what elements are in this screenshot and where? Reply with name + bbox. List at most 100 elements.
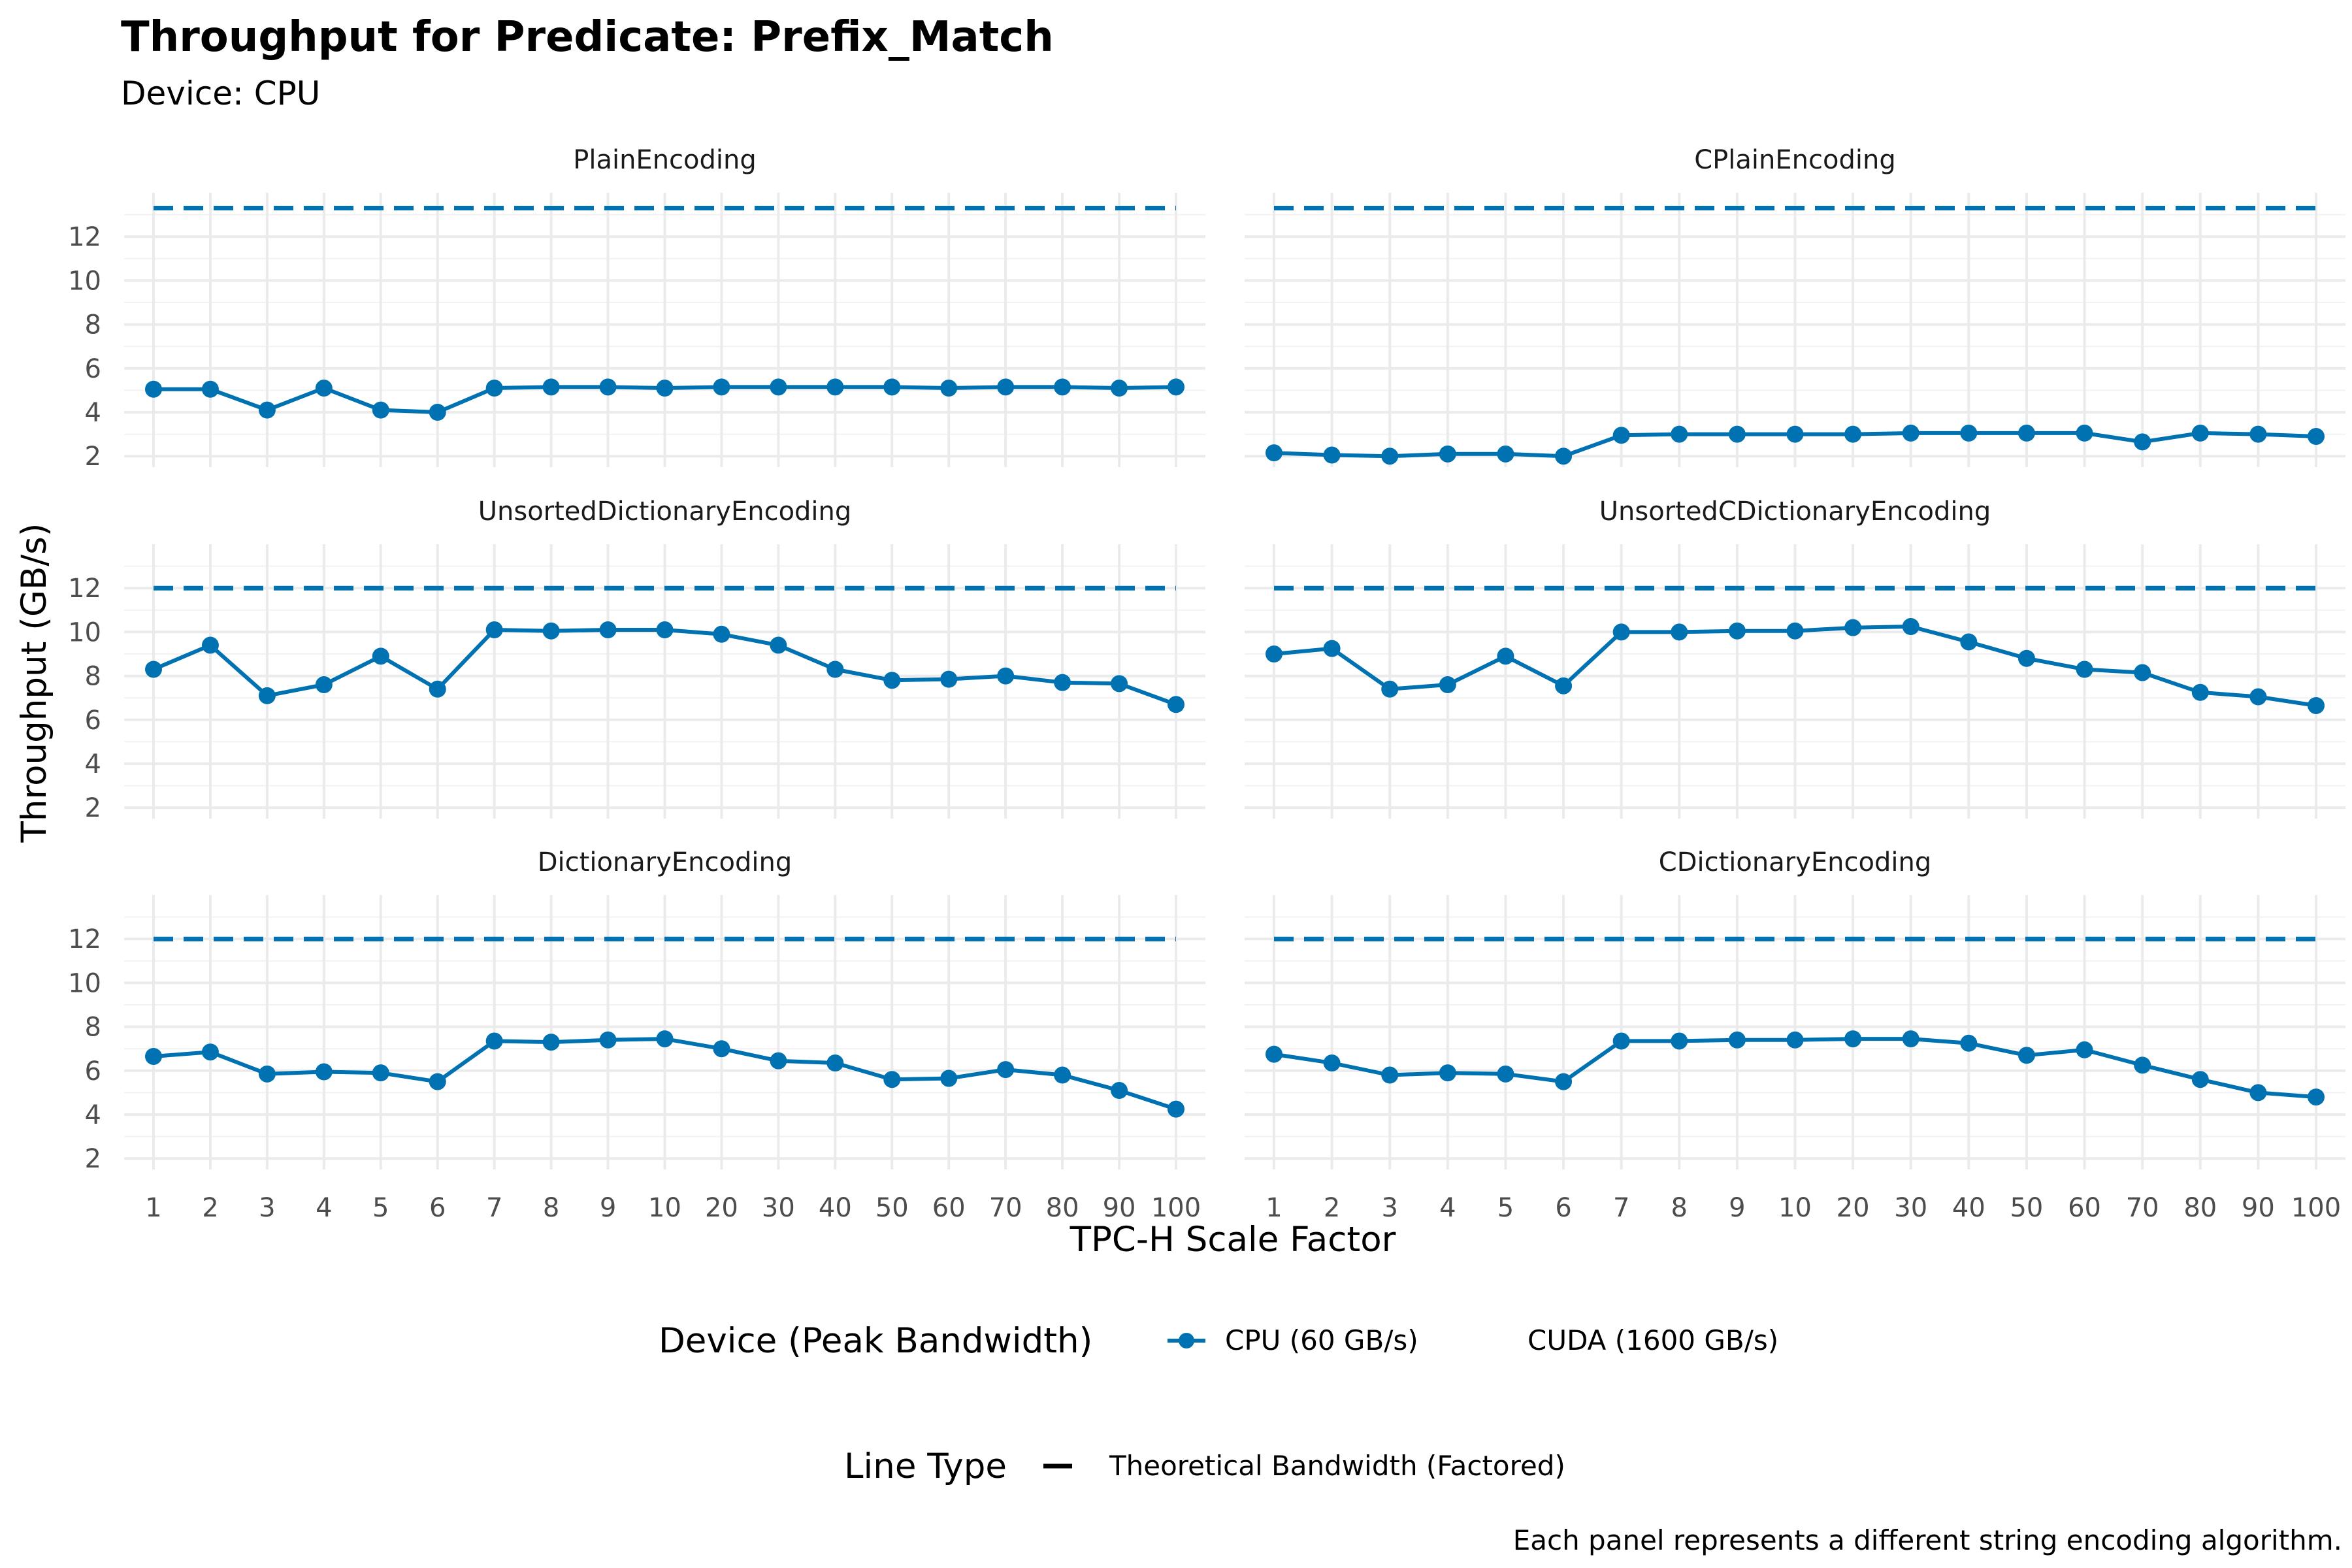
- y-tick-label: 8: [85, 310, 101, 340]
- data-point: [429, 1073, 446, 1090]
- data-point: [770, 378, 787, 396]
- data-point: [2249, 1084, 2267, 1102]
- y-tick-label: 2: [85, 1144, 101, 1174]
- data-point: [201, 1043, 219, 1061]
- data-point: [145, 1047, 162, 1065]
- data-point: [997, 378, 1015, 396]
- data-point: [2134, 433, 2151, 451]
- data-point: [1612, 623, 1630, 641]
- x-tick-label: 90: [1103, 1193, 1136, 1223]
- data-point: [826, 1054, 844, 1072]
- data-point: [429, 680, 446, 698]
- data-point: [1111, 1082, 1128, 1100]
- legend-cpu-key-point: [1179, 1333, 1194, 1348]
- data-point: [1671, 623, 1688, 641]
- y-tick-label: 2: [85, 793, 101, 823]
- data-point: [542, 622, 560, 640]
- facet-panel: CPlainEncoding: [1245, 145, 2345, 467]
- data-point: [1323, 1054, 1341, 1072]
- legend-linetype-title: Line Type: [844, 1446, 1007, 1486]
- data-point: [770, 1052, 787, 1070]
- data-point: [315, 380, 333, 397]
- y-tick-label: 4: [85, 1100, 101, 1130]
- x-tick-label: 60: [932, 1193, 966, 1223]
- data-point: [372, 647, 389, 665]
- data-point: [1671, 1032, 1688, 1050]
- data-point: [1054, 674, 1071, 691]
- x-tick-label: 9: [1729, 1193, 1745, 1223]
- data-point: [1786, 622, 1804, 640]
- data-point: [1266, 1045, 1282, 1063]
- x-tick-label: 40: [1952, 1193, 1985, 1223]
- data-point: [1054, 1066, 1071, 1084]
- data-point: [2134, 1056, 2151, 1074]
- panel-strip-label: CPlainEncoding: [1694, 145, 1895, 175]
- data-point: [315, 1063, 333, 1081]
- y-tick-label: 6: [85, 706, 101, 736]
- data-point: [599, 1031, 617, 1049]
- y-tick-label: 10: [68, 968, 101, 998]
- x-tick-label: 7: [1613, 1193, 1629, 1223]
- data-point: [997, 1061, 1015, 1079]
- data-point: [1612, 427, 1630, 444]
- panel-strip-label: UnsortedCDictionaryEncoding: [1599, 497, 1991, 527]
- x-tick-label: 100: [2291, 1193, 2341, 1223]
- data-point: [1381, 680, 1399, 698]
- data-point: [1555, 1073, 1573, 1090]
- x-tick-label: 5: [372, 1193, 389, 1223]
- data-point: [2076, 424, 2093, 442]
- data-point: [883, 1071, 901, 1088]
- data-point: [1844, 425, 1862, 443]
- data-point: [145, 661, 162, 678]
- x-tick-label: 6: [1555, 1193, 1571, 1223]
- data-point: [599, 621, 617, 639]
- data-point: [1844, 619, 1862, 636]
- data-point: [1323, 640, 1341, 657]
- data-point: [201, 636, 219, 654]
- chart-title: Throughput for Predicate: Prefix_Match: [121, 13, 1054, 61]
- data-point: [883, 378, 901, 396]
- data-point: [485, 621, 503, 639]
- data-point: [1902, 424, 1919, 442]
- data-point: [2134, 664, 2151, 681]
- data-point: [429, 404, 446, 421]
- data-point: [1902, 618, 1919, 635]
- data-point: [2191, 1071, 2209, 1088]
- x-tick-label: 70: [989, 1193, 1022, 1223]
- data-point: [145, 380, 162, 398]
- x-tick-label: 50: [875, 1193, 909, 1223]
- x-tick-label: 1: [1266, 1193, 1282, 1223]
- data-point: [883, 672, 901, 689]
- data-point: [656, 380, 674, 397]
- data-point: [372, 1064, 389, 1082]
- data-point: [656, 621, 674, 639]
- data-point: [1439, 676, 1456, 694]
- chart-subtitle: Device: CPU: [121, 74, 320, 112]
- data-point: [1960, 1034, 1978, 1052]
- x-tick-label: 8: [543, 1193, 559, 1223]
- x-tick-label: 20: [1837, 1193, 1870, 1223]
- panel-strip-label: DictionaryEncoding: [538, 847, 792, 877]
- x-tick-label: 20: [705, 1193, 738, 1223]
- panel-strip-label: UnsortedDictionaryEncoding: [478, 497, 852, 527]
- data-point: [542, 378, 560, 396]
- data-point: [770, 636, 787, 654]
- data-point: [1439, 445, 1456, 463]
- data-point: [940, 1070, 958, 1087]
- data-point: [2308, 427, 2325, 445]
- data-point: [485, 1032, 503, 1050]
- x-tick-label: 8: [1671, 1193, 1688, 1223]
- y-tick-label: 8: [85, 662, 101, 692]
- legend-linetype: Line Type Theoretical Bandwidth (Factore…: [844, 1446, 1565, 1486]
- y-tick-label: 4: [85, 749, 101, 779]
- y-tick-label: 6: [85, 1056, 101, 1086]
- y-tick-label: 12: [68, 222, 101, 252]
- x-axis-title: TPC-H Scale Factor: [1070, 1220, 1396, 1260]
- data-point: [1497, 1065, 1514, 1083]
- data-point: [1612, 1032, 1630, 1050]
- legend-entry-cpu: CPU (60 GB/s): [1225, 1324, 1418, 1356]
- data-point: [1168, 378, 1184, 396]
- x-tick-label: 7: [486, 1193, 502, 1223]
- data-point: [2017, 649, 2035, 667]
